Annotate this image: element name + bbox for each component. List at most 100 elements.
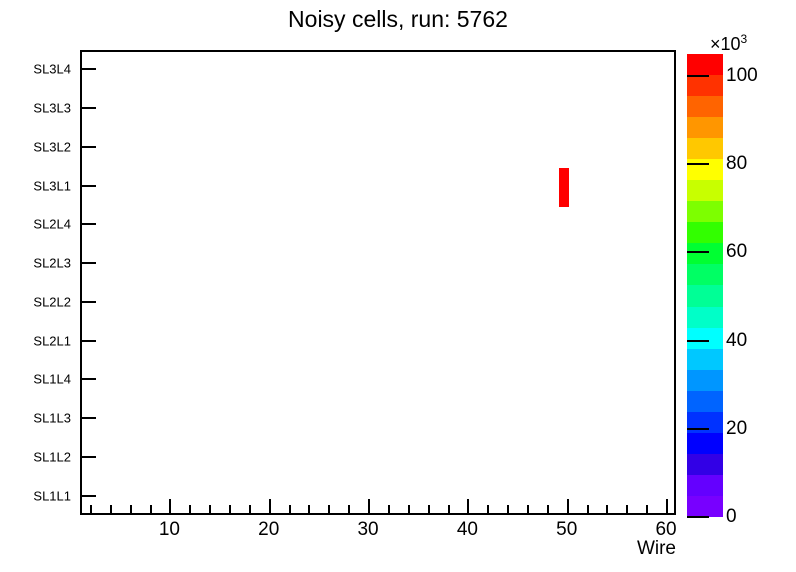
colorbar-band xyxy=(687,75,723,97)
x-axis-minor-tick xyxy=(89,505,92,514)
colorbar-tick-label: 100 xyxy=(726,65,758,87)
x-axis-tick-label: 10 xyxy=(158,519,180,540)
colorbar-exponent-power: 3 xyxy=(740,32,748,46)
y-axis-tick-label: SL1L3 xyxy=(33,410,71,426)
x-axis-minor-tick xyxy=(189,505,192,514)
colorbar-band xyxy=(687,285,723,307)
x-axis-minor-tick xyxy=(626,505,629,514)
x-axis-title: Wire xyxy=(636,538,676,559)
x-axis-minor-tick xyxy=(586,505,589,514)
x-axis-minor-tick xyxy=(487,505,490,514)
y-axis-tick xyxy=(82,300,96,303)
y-axis-tick-label: SL3L3 xyxy=(33,100,71,116)
y-axis-tick-label: SL1L4 xyxy=(33,371,71,387)
colorbar-tick xyxy=(687,251,709,254)
x-axis-minor-tick xyxy=(288,505,291,514)
x-axis-minor-tick xyxy=(149,505,152,514)
x-axis-tick-label: 20 xyxy=(258,519,280,540)
colorbar-band xyxy=(687,369,723,391)
colorbar-band xyxy=(687,453,723,475)
x-axis-minor-tick xyxy=(507,505,510,514)
colorbar-tick xyxy=(687,75,709,78)
colorbar-tick-label: 40 xyxy=(726,329,748,351)
colorbar-tick xyxy=(687,516,709,518)
y-axis-tick xyxy=(82,339,96,342)
colorbar-tick xyxy=(687,339,709,342)
colorbar-band xyxy=(687,243,723,265)
y-axis-tick-label: SL2L4 xyxy=(33,216,71,232)
colorbar-tick xyxy=(687,427,709,430)
colorbar-band xyxy=(687,138,723,160)
colorbar-band xyxy=(687,201,723,223)
x-axis-minor-tick xyxy=(308,505,311,514)
x-axis-minor-tick xyxy=(447,505,450,514)
y-axis-tick xyxy=(82,107,96,110)
colorbar-band xyxy=(687,180,723,202)
y-axis-tick-label: SL2L1 xyxy=(33,333,71,349)
x-axis-minor-tick xyxy=(129,505,132,514)
x-axis-minor-tick xyxy=(527,505,529,514)
colorbar-tick-label: 60 xyxy=(726,241,748,263)
y-axis-tick xyxy=(82,184,96,187)
x-axis-minor-tick xyxy=(328,505,331,514)
colorbar-band xyxy=(687,348,723,370)
colorbar-band xyxy=(687,222,723,244)
x-axis-minor-tick xyxy=(546,505,549,514)
x-axis-minor-tick xyxy=(407,505,410,514)
colorbar-band xyxy=(687,411,723,433)
x-axis-major-tick xyxy=(368,499,371,514)
x-axis-minor-tick xyxy=(427,505,430,514)
x-axis-tick-label: 30 xyxy=(357,519,379,540)
x-axis-minor-tick xyxy=(387,505,390,514)
colorbar-band xyxy=(687,432,723,454)
colorbar-band xyxy=(687,96,723,118)
y-axis-tick xyxy=(82,417,96,420)
y-axis-tick-label: SL2L2 xyxy=(33,294,71,310)
x-axis-minor-tick xyxy=(646,505,649,514)
y-axis-tick-label: SL1L2 xyxy=(33,449,71,465)
y-axis-tick xyxy=(82,494,96,497)
y-axis-tick xyxy=(82,455,96,458)
y-axis-tick-label: SL1L1 xyxy=(33,488,71,504)
y-axis-tick-label: SL3L4 xyxy=(33,61,71,77)
y-axis-tick xyxy=(82,68,96,71)
x-axis-tick-label: 60 xyxy=(655,519,677,540)
x-axis-minor-tick xyxy=(248,505,251,514)
color-scale-bar[interactable] xyxy=(687,53,723,517)
colorbar-tick xyxy=(687,163,709,166)
colorbar-tick-label: 80 xyxy=(726,153,748,175)
y-axis-tick xyxy=(82,378,96,381)
y-axis-tick xyxy=(82,223,96,226)
colorbar-band xyxy=(687,53,723,76)
colorbar-tick-label: 0 xyxy=(726,506,737,527)
colorbar-band xyxy=(687,306,723,328)
colorbar-band xyxy=(687,390,723,412)
x-axis-major-tick xyxy=(268,499,271,514)
plot-area xyxy=(82,52,674,513)
colorbar-tick-label: 20 xyxy=(726,417,748,439)
heatmap-cell xyxy=(558,168,569,207)
x-axis-major-tick xyxy=(467,499,470,514)
y-axis-tick xyxy=(82,262,96,265)
colorbar-exponent-base: ×10 xyxy=(710,34,741,54)
x-axis-major-tick xyxy=(169,499,172,514)
y-axis-tick xyxy=(82,145,96,148)
x-axis-major-tick xyxy=(666,499,669,514)
x-axis-minor-tick xyxy=(348,505,351,514)
y-axis-tick-label: SL2L3 xyxy=(33,255,71,271)
page-title: Noisy cells, run: 5762 xyxy=(288,6,508,32)
colorbar-band xyxy=(687,327,723,349)
x-axis-tick-label: 40 xyxy=(456,519,478,540)
x-axis-minor-tick xyxy=(229,505,231,514)
x-axis-tick-label: 50 xyxy=(556,519,578,540)
colorbar-band xyxy=(687,474,723,496)
colorbar-band xyxy=(687,495,723,517)
x-axis-major-tick xyxy=(566,499,569,514)
colorbar-band xyxy=(687,117,723,139)
x-axis-minor-tick xyxy=(606,505,609,514)
y-axis-tick-label: SL3L2 xyxy=(33,139,71,155)
plot-frame xyxy=(80,50,676,515)
colorbar-band xyxy=(687,264,723,286)
x-axis-minor-tick xyxy=(109,505,112,514)
